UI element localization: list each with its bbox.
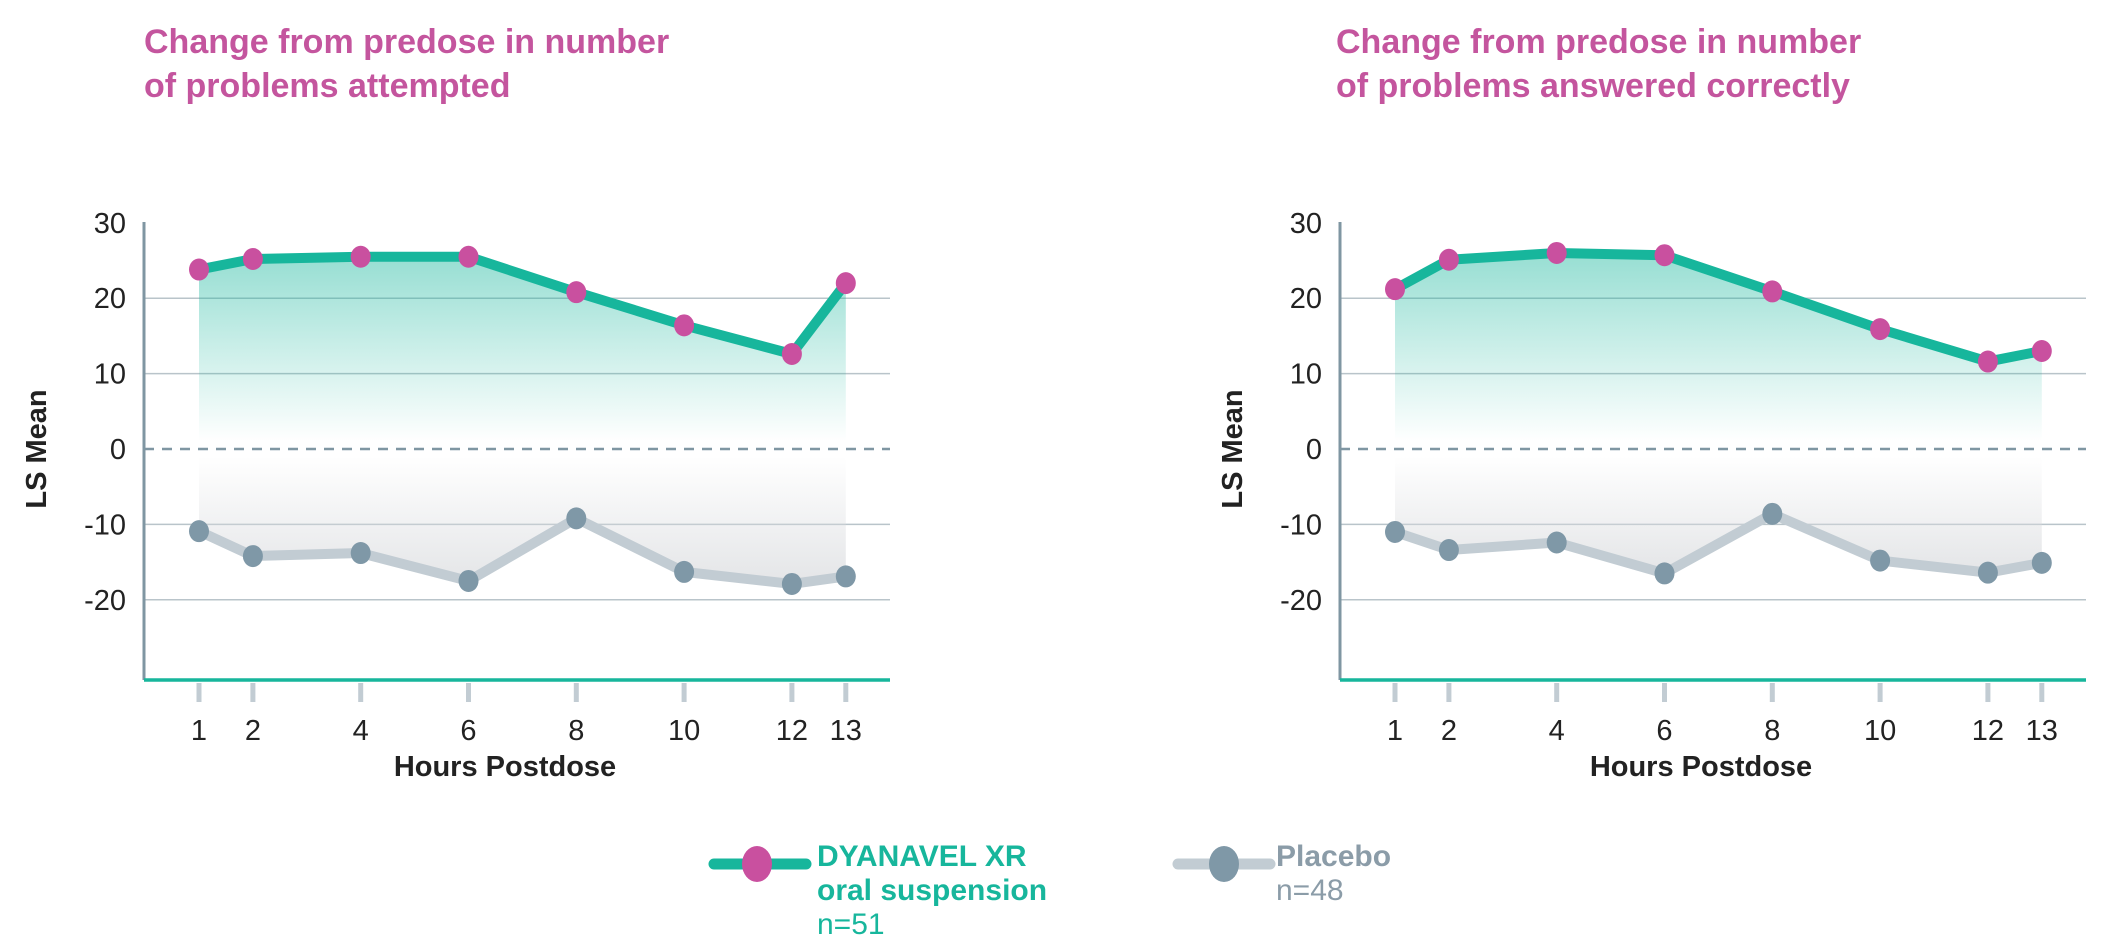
drug-line: [198, 251, 850, 359]
drug-point: [674, 314, 695, 337]
y-tick-label: 20: [94, 283, 126, 315]
y-tick-label: 30: [1290, 208, 1322, 240]
x-tick-label: 6: [1656, 715, 1672, 747]
drug-point: [458, 245, 479, 268]
drug-point: [1654, 244, 1675, 267]
x-axis-label: Hours Postdose: [394, 751, 616, 783]
placebo-area: [1395, 456, 2042, 574]
x-tick-label: 8: [1764, 715, 1780, 747]
placebo-point: [835, 565, 856, 588]
placebo-point: [674, 560, 695, 583]
x-tick-label: 12: [1972, 715, 2004, 747]
x-tick-label: 4: [1549, 715, 1565, 747]
placebo-point: [242, 545, 263, 568]
drug-point: [1546, 241, 1567, 264]
y-tick-label: 0: [110, 434, 126, 466]
legend-placebo-name: Placebo: [1276, 840, 1392, 873]
x-tick-label: 1: [1387, 715, 1403, 747]
y-tick-label: 20: [1290, 283, 1322, 315]
chart-2-title: Change from predose in number of problem…: [1336, 20, 1861, 108]
legend-drug-n: n=51: [817, 908, 885, 941]
x-tick-label: 10: [668, 715, 700, 747]
x-tick-label: 12: [776, 715, 808, 747]
drug-point: [781, 342, 802, 365]
x-tick-label: 2: [1441, 715, 1457, 747]
drug-line: [1392, 247, 2043, 367]
x-tick-label: 13: [830, 715, 862, 747]
drug-area: [1395, 252, 2042, 442]
y-tick-label: 10: [1290, 359, 1322, 391]
drug-point: [1977, 350, 1998, 373]
x-tick-label: 10: [1864, 715, 1896, 747]
legend-drug: DYANAVEL XR oral suspension n=51: [817, 840, 1047, 942]
y-tick-label: -20: [1280, 585, 1322, 617]
placebo-point: [1762, 502, 1783, 525]
placebo-line: [1393, 508, 2043, 579]
drug-point: [242, 247, 263, 270]
y-tick-label: 10: [94, 359, 126, 391]
y-axis-label: LS Mean: [21, 389, 53, 508]
legend-placebo: Placebo n=48: [1276, 840, 1391, 908]
placebo-point: [1385, 520, 1405, 543]
placebo-point: [566, 507, 587, 530]
chart-2-title-line1: Change from predose in number: [1336, 23, 1862, 61]
y-tick-label: -10: [84, 509, 126, 541]
placebo-point: [2031, 551, 2052, 574]
y-tick-label: -20: [84, 585, 126, 617]
x-tick-label: 6: [460, 715, 476, 747]
drug-point: [2031, 339, 2052, 362]
legend-placebo-n: n=48: [1276, 874, 1344, 907]
y-axis-label: LS Mean: [1217, 389, 1249, 508]
chart-1-title-line1: Change from predose in number: [144, 23, 670, 61]
x-tick-label: 2: [245, 715, 261, 747]
placebo-point: [781, 572, 802, 595]
y-tick-label: -10: [1280, 509, 1322, 541]
legend-drug-name-2: oral suspension: [817, 874, 1048, 907]
drug-point: [566, 281, 587, 304]
x-tick-label: 13: [2026, 715, 2058, 747]
chart-1-title-line2: of problems attempted: [144, 67, 511, 105]
drug-point: [1870, 318, 1891, 341]
placebo-point: [350, 542, 371, 565]
x-axis-label: Hours Postdose: [1590, 751, 1812, 783]
placebo-point: [1654, 562, 1675, 585]
placebo-area: [199, 456, 846, 584]
placebo-point: [1870, 549, 1891, 572]
drug-point: [189, 258, 209, 281]
drug-point: [835, 272, 856, 295]
placebo-point: [458, 569, 479, 592]
placebo-point: [1546, 531, 1567, 554]
drug-area: [199, 256, 846, 442]
drug-point: [350, 245, 371, 268]
x-tick-label: 4: [353, 715, 369, 747]
legend-drug-name-1: DYANAVEL XR: [817, 840, 1027, 873]
chart-2-title-line2: of problems answered correctly: [1336, 67, 1850, 105]
x-tick-label: 1: [191, 715, 207, 747]
drug-point: [1762, 280, 1783, 303]
chart-1-title: Change from predose in number of problem…: [144, 20, 669, 108]
drug-point: [1438, 248, 1459, 271]
drug-point: [1385, 278, 1405, 301]
x-tick-label: 8: [568, 715, 584, 747]
placebo-line: [196, 513, 847, 589]
y-tick-label: 30: [94, 208, 126, 240]
placebo-point: [1438, 539, 1459, 562]
placebo-point: [189, 520, 209, 543]
y-tick-label: 0: [1306, 434, 1322, 466]
placebo-point: [1977, 561, 1998, 584]
